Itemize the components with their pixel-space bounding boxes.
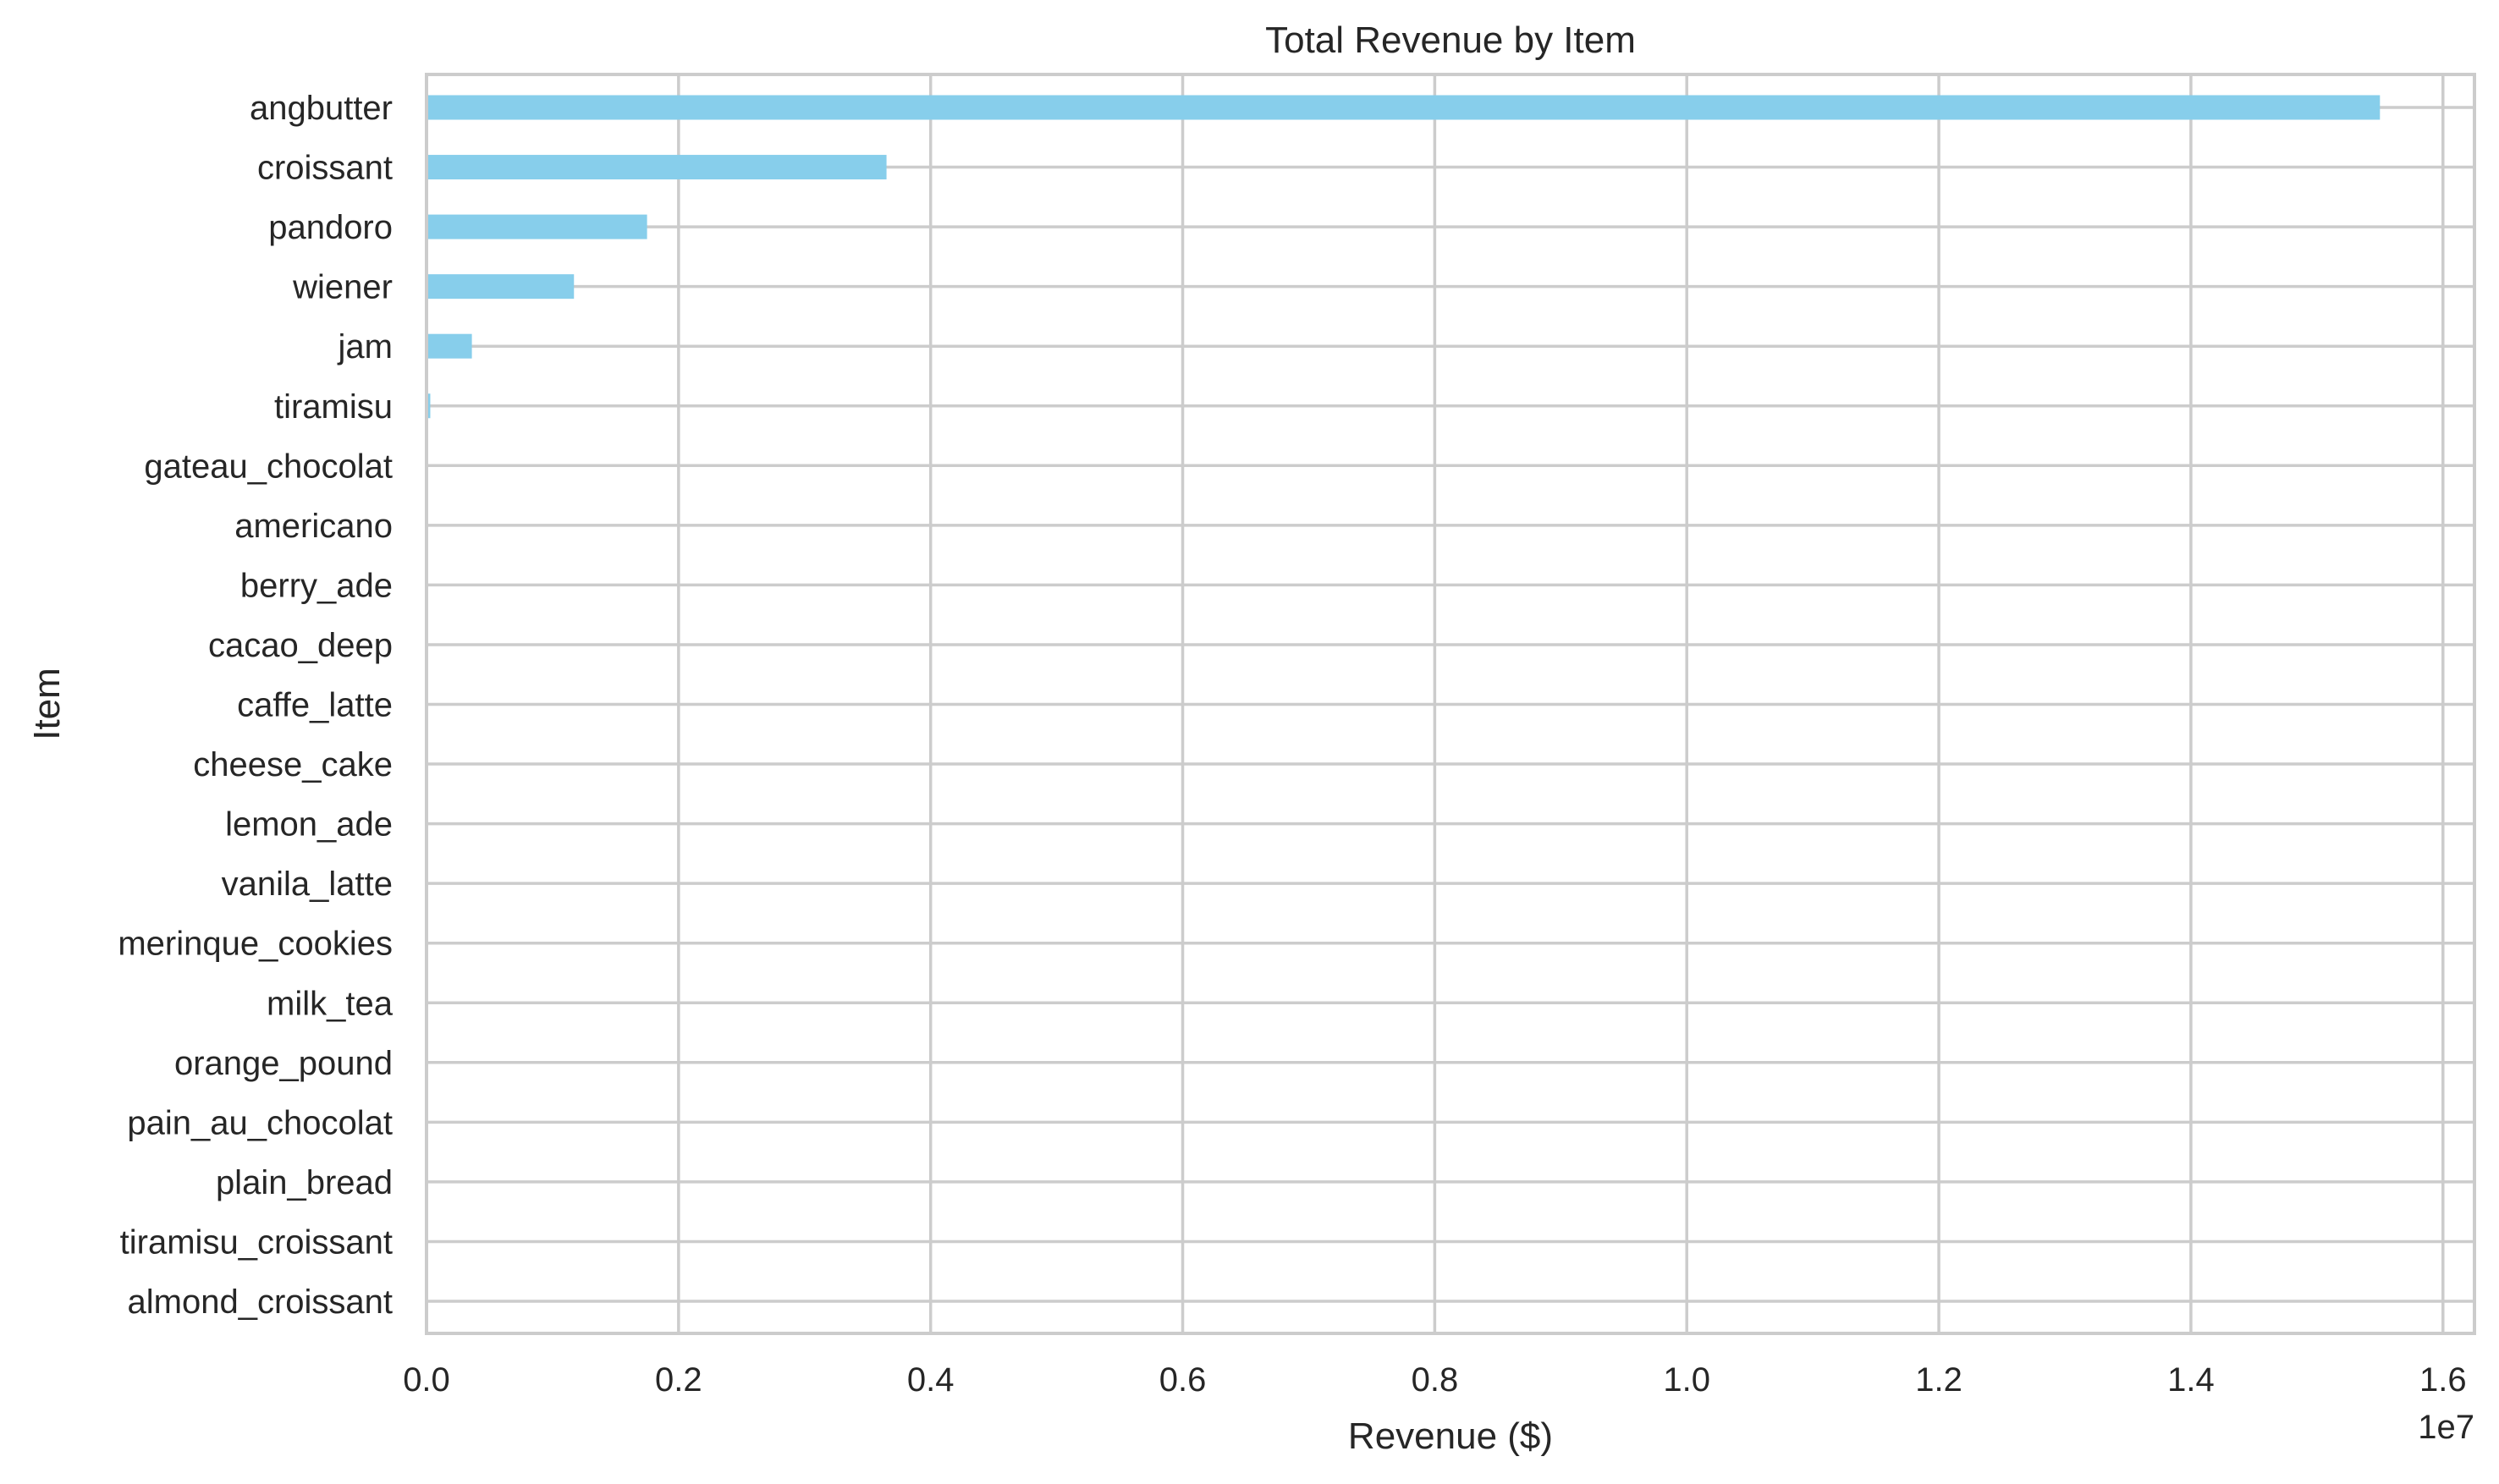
y-tick-label-vanila_latte: vanila_latte — [222, 866, 393, 903]
x-tick-labels: 0.0 0.2 0.4 0.6 0.8 1.0 1.2 1.4 1.6 — [403, 1361, 2466, 1399]
y-tick-label-cheese_cake: cheese_cake — [193, 746, 393, 783]
y-tick-label-cacao_deep: cacao_deep — [208, 627, 393, 664]
y-tick-label-orange_pound: orange_pound — [174, 1045, 393, 1082]
x-tick-label: 0.0 — [403, 1361, 450, 1399]
y-tick-label-caffe_latte: caffe_latte — [237, 687, 393, 724]
grid-lines — [425, 74, 2474, 1333]
y-tick-label-almond_croissant: almond_croissant — [128, 1283, 394, 1321]
y-tick-labels: angbutter croissant pandoro wiener jam tirami… — [118, 90, 393, 1321]
y-tick-label-tiramisu: tiramisu — [274, 388, 393, 426]
bar-angbutter — [427, 95, 2381, 120]
y-tick-label-merinque_cookies: merinque_cookies — [118, 926, 393, 963]
y-tick-label-americano: americano — [234, 508, 393, 545]
x-offset-label: 1e7 — [2418, 1409, 2474, 1446]
x-tick-label: 1.6 — [2419, 1361, 2467, 1399]
bar-jam — [427, 333, 472, 359]
x-tick-label: 0.4 — [907, 1361, 955, 1399]
bar-pandoro — [427, 214, 647, 239]
x-axis-label: Revenue ($) — [1348, 1415, 1553, 1457]
bar-wiener — [427, 274, 575, 300]
y-tick-label-lemon_ade: lemon_ade — [225, 806, 393, 844]
bars — [427, 95, 2381, 419]
y-tick-label-tiramisu_croissant: tiramisu_croissant — [120, 1223, 393, 1261]
y-tick-label-berry_ade: berry_ade — [240, 567, 393, 604]
y-tick-label-croissant: croissant — [257, 150, 393, 187]
y-tick-label-angbutter: angbutter — [250, 90, 393, 127]
y-tick-label-gateau_chocolat: gateau_chocolat — [144, 448, 393, 485]
y-tick-label-wiener: wiener — [292, 269, 393, 306]
chart-title: Total Revenue by Item — [1265, 19, 1636, 61]
x-tick-label: 0.2 — [655, 1361, 702, 1399]
y-tick-label-plain_bread: plain_bread — [216, 1164, 393, 1201]
bar-croissant — [427, 155, 887, 180]
x-tick-label: 0.8 — [1412, 1361, 1459, 1399]
bar-tiramisu — [427, 393, 431, 419]
y-tick-label-pain_au_chocolat: pain_au_chocolat — [127, 1104, 393, 1141]
y-tick-label-milk_tea: milk_tea — [267, 985, 394, 1022]
x-tick-label: 0.6 — [1159, 1361, 1207, 1399]
x-tick-label: 1.2 — [1915, 1361, 1962, 1399]
y-tick-label-pandoro: pandoro — [268, 209, 393, 246]
x-tick-label: 1.0 — [1663, 1361, 1710, 1399]
y-tick-label-jam: jam — [338, 328, 393, 366]
y-axis-label: Item — [26, 668, 68, 740]
plot-frame — [425, 73, 2476, 1335]
x-tick-label: 1.4 — [2167, 1361, 2215, 1399]
